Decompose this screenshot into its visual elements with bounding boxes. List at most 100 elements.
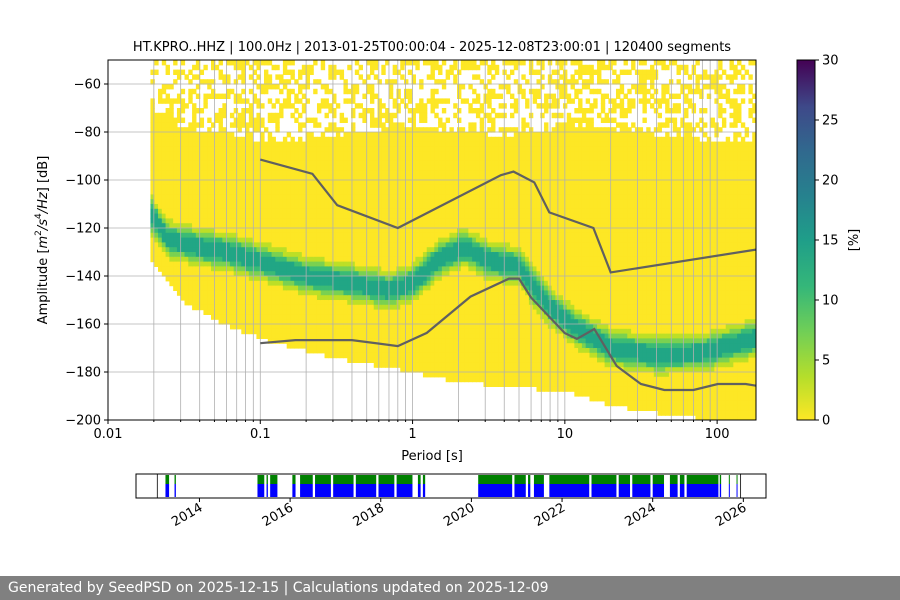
heatmap-cell [203,218,208,224]
heatmap-cell [188,184,193,191]
heatmap-cell [426,285,432,291]
heatmap-cell [445,204,451,210]
heatmap-cell [176,141,182,147]
heatmap-cell [158,213,163,219]
heatmap-cell [411,247,416,253]
heatmap-cell [211,79,216,85]
heatmap-cell [180,276,186,282]
heatmap-cell [460,328,466,335]
heatmap-cell [411,367,416,373]
heatmap-cell [445,328,451,335]
heatmap-cell [328,127,333,133]
heatmap-cell [445,319,451,325]
heatmap-cell [150,218,155,224]
heatmap-cell [464,64,469,71]
heatmap-cell [422,218,428,224]
heatmap-cell [509,160,515,167]
heatmap-cell [203,184,208,191]
heatmap-cell [392,64,398,71]
heatmap-cell [377,319,382,325]
heatmap-cell [479,314,485,320]
heatmap-cell [400,194,405,200]
heatmap-cell [313,328,318,335]
heatmap-cell [229,175,235,181]
heatmap-cell [320,84,326,90]
heatmap-cell [498,376,504,383]
heatmap-cell [294,328,299,335]
heatmap-cell [366,343,371,349]
heatmap-cell [400,228,405,234]
heatmap-cell [385,204,390,210]
heatmap-cell [430,232,435,239]
heatmap-cell [369,175,375,181]
heatmap-cell [199,261,205,267]
heatmap-cell [263,280,269,287]
heatmap-cell [385,223,390,229]
heatmap-cell [158,98,163,104]
heatmap-cell [464,372,469,378]
heatmap-cell [275,324,280,330]
heatmap-cell [298,69,303,75]
heatmap-cell [453,338,458,344]
heatmap-cell [426,290,432,296]
heatmap-cell [438,333,443,339]
heatmap-cell [332,127,337,133]
heatmap-cell [434,180,439,186]
heatmap-cell [332,208,337,215]
heatmap-cell [509,112,515,119]
heatmap-cell [381,309,386,315]
heatmap-cell [366,223,371,229]
heatmap-cell [509,156,515,162]
heatmap-cell [241,112,246,119]
heatmap-cell [286,189,292,195]
heatmap-cell [245,276,250,282]
heatmap-cell [286,309,292,315]
heatmap-cell [256,122,261,128]
heatmap-cell [339,117,345,123]
heatmap-cell [453,228,458,234]
heatmap-cell [491,184,496,191]
heatmap-cell [449,300,454,306]
heatmap-cell [430,261,435,267]
heatmap-cell [468,309,473,315]
heatmap-cell [207,84,212,90]
heatmap-cell [267,146,273,152]
heatmap-cell [271,218,276,224]
heatmap-cell [335,146,341,152]
heatmap-cell [207,280,212,287]
heatmap-cell [419,218,424,224]
heatmap-cell [434,132,439,138]
heatmap-cell [445,175,451,181]
heatmap-cell [233,136,239,143]
heatmap-cell [475,266,481,272]
heatmap-cell [173,242,178,248]
heatmap-cell [158,242,163,248]
heatmap-cell [483,199,488,205]
heatmap-cell [457,314,462,320]
heatmap-cell [426,280,432,287]
heatmap-cell [396,151,401,157]
heatmap-cell [479,132,485,138]
heatmap-cell [460,98,466,104]
heatmap-cell [222,290,227,296]
heatmap-cell [487,309,492,315]
heatmap-cell [354,165,360,171]
heatmap-cell [445,324,451,330]
heatmap-cell [419,112,424,119]
heatmap-cell [434,348,439,354]
heatmap-cell [373,271,379,277]
heatmap-cell [214,242,220,248]
heatmap-cell [298,160,303,167]
heatmap-cell [332,204,337,210]
heatmap-cell [275,170,280,176]
heatmap-cell [419,343,424,349]
heatmap-cell [275,213,280,219]
heatmap-cell [464,208,469,215]
heatmap-cell [305,290,310,296]
heatmap-cell [218,208,223,215]
heatmap-cell [294,146,299,152]
heatmap-cell [229,261,235,267]
heatmap-cell [245,156,250,162]
heatmap-cell [381,333,386,339]
heatmap-cell [328,232,333,239]
